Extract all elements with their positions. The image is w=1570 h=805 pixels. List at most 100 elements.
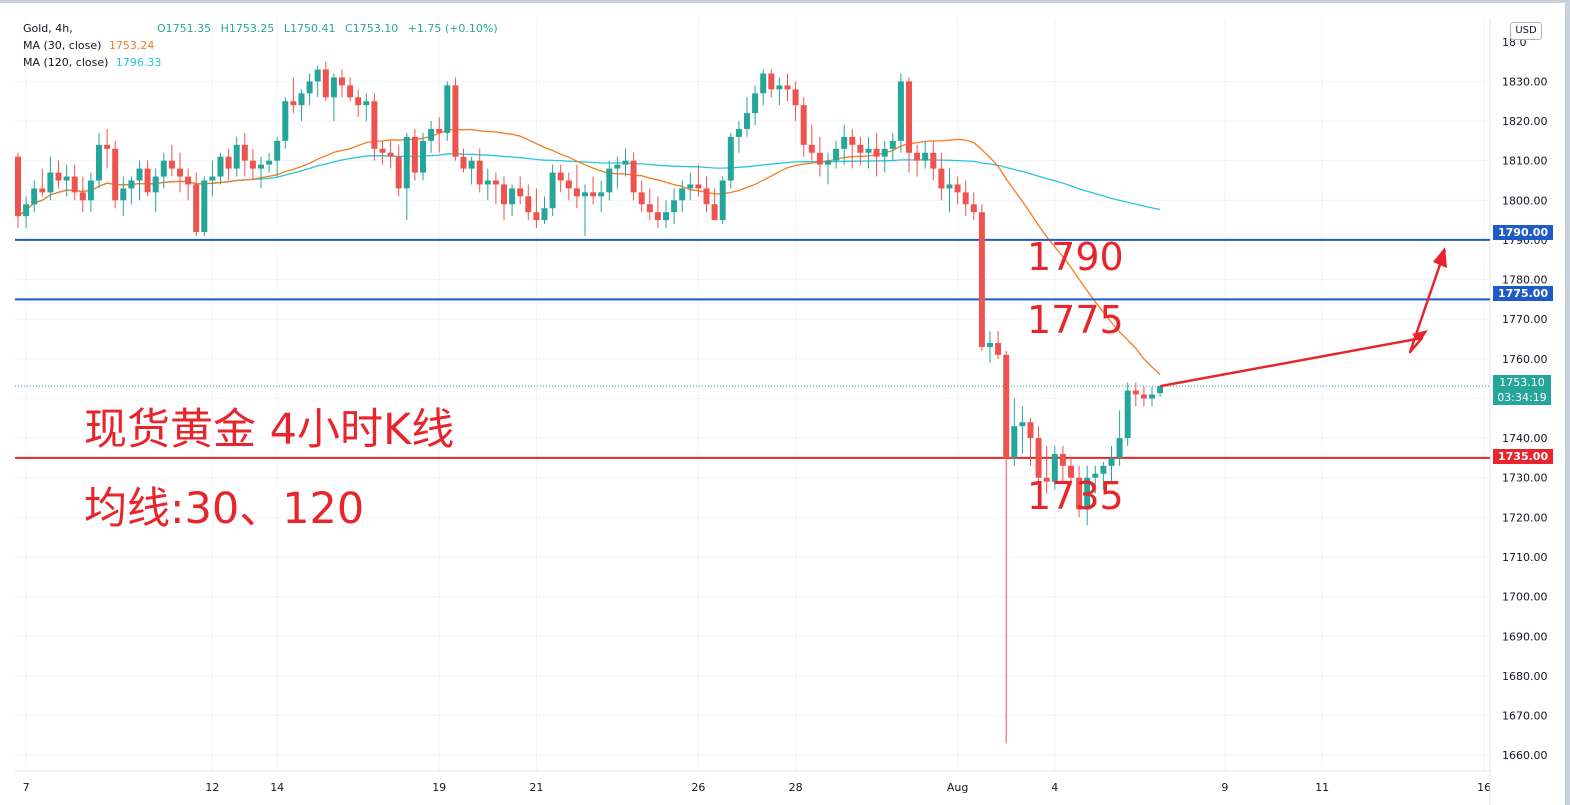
candle-body [938, 168, 945, 189]
last-price-value: 1753.10 [1499, 376, 1545, 389]
y-tick-label: 1710.00 [1502, 551, 1548, 564]
candle-body [209, 176, 216, 181]
symbol-label: Gold, 4h, [23, 22, 73, 35]
candle-body [841, 136, 848, 149]
candle-body [1124, 390, 1131, 439]
candle-body [63, 176, 70, 181]
candle-body [873, 148, 880, 157]
annotation-1790: 1790 [1027, 235, 1124, 279]
candle-body [371, 101, 378, 149]
candle-body [1059, 453, 1066, 466]
candle-body [395, 156, 402, 189]
ohlc-open: O1751.35 [157, 22, 212, 35]
legend-row-ma30[interactable]: MA (30, close) 1753.24 [23, 39, 154, 53]
x-tick-label: 12 [205, 781, 219, 794]
candle-body [752, 93, 759, 114]
candle-body [614, 164, 621, 169]
ma120-label: MA (120, close) [23, 56, 109, 69]
candle-body [1092, 473, 1099, 478]
x-tick-label: 14 [270, 781, 284, 794]
candle-body [897, 81, 904, 141]
candle-body [347, 85, 354, 98]
ma120-value: 1796.33 [115, 56, 162, 69]
candle-body [411, 136, 418, 173]
legend-row-symbol: Gold, 4h, O1751.35 H1753.25 L1750.41 C17… [23, 22, 498, 36]
candle-body [87, 180, 94, 201]
candle-body [954, 184, 961, 193]
candle-body [436, 128, 443, 133]
candle-body [970, 204, 977, 213]
candle-body [1157, 386, 1164, 394]
candle-body [573, 188, 580, 197]
candle-body [857, 144, 864, 153]
candle-body [962, 192, 969, 205]
candle-body [23, 204, 30, 217]
last-price-tag: 1753.10 03:34:19 [1493, 375, 1551, 405]
candle-body [776, 85, 783, 90]
y-tick-label: 1740.00 [1502, 432, 1548, 445]
candle-body [881, 148, 888, 157]
candle-body [671, 200, 678, 213]
candle-body [460, 156, 467, 169]
candle-body [428, 128, 435, 141]
candle-body [760, 73, 767, 94]
candle-body [484, 180, 491, 185]
candle-body [39, 188, 46, 193]
candle-body [906, 81, 912, 153]
price-tag-1735: 1735.00 [1493, 449, 1554, 464]
y-tick-label: 1810.00 [1502, 155, 1548, 168]
candle-body [549, 172, 556, 209]
candle-body [695, 184, 702, 189]
candle-body [1068, 465, 1074, 478]
candle-body [1084, 477, 1091, 510]
candle-body [663, 212, 669, 221]
candle-body [55, 172, 62, 181]
x-tick-label: 28 [789, 781, 803, 794]
legend-row-ma120[interactable]: MA (120, close) 1796.33 [23, 56, 161, 70]
candle-body [185, 176, 192, 185]
candle-body [995, 342, 1002, 355]
y-tick-label: 1670.00 [1502, 710, 1548, 723]
candle-body [420, 140, 426, 173]
candle-body [590, 192, 597, 197]
candle-body [987, 342, 993, 347]
candle-body [565, 180, 572, 189]
candle-body [330, 77, 337, 98]
candle-body [703, 188, 710, 205]
candle-body [314, 69, 321, 82]
candle-body [290, 101, 297, 106]
y-tick-label: 1820.00 [1502, 115, 1548, 128]
candle-body [865, 148, 872, 153]
x-tick-label: 11 [1315, 781, 1329, 794]
candle-body [792, 89, 799, 106]
candle-body [15, 156, 21, 217]
y-tick-label: 1720.00 [1502, 511, 1548, 524]
annotation-subtitle: 均线:30、120 [84, 484, 365, 534]
candle-body [1149, 394, 1155, 399]
candle-body [104, 144, 111, 149]
candle-body [784, 85, 791, 90]
candle-body [363, 101, 370, 106]
candle-body [355, 97, 362, 106]
x-tick-label: 7 [23, 781, 30, 794]
candle-body [193, 184, 200, 233]
candle-body [1108, 457, 1115, 466]
candle-body [646, 204, 653, 213]
candle-body [1027, 422, 1034, 439]
candle-body [1051, 453, 1058, 482]
candle-body [1003, 354, 1010, 458]
candle-body [1043, 477, 1050, 482]
currency-badge[interactable]: USD [1510, 22, 1542, 40]
candle-body [679, 188, 686, 201]
y-tick-label: 1700.00 [1502, 591, 1548, 604]
y-tick-label: 1690.00 [1502, 630, 1548, 643]
candle-body [978, 212, 985, 347]
candle-body [249, 160, 256, 169]
candle-body [727, 136, 734, 181]
candle-body [509, 188, 516, 205]
candle-body [144, 168, 151, 193]
candle-body [557, 172, 564, 181]
candle-body [517, 188, 524, 197]
